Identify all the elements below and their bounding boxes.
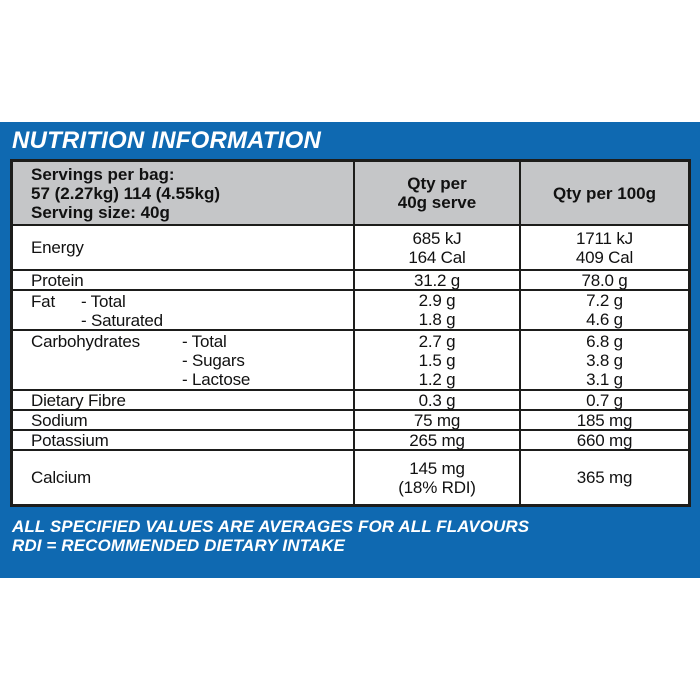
carbohydrate-sub-labels: - Total - Sugars - Lactose xyxy=(182,332,251,389)
table-header-row: Servings per bag: 57 (2.27kg) 114 (4.55k… xyxy=(13,162,688,224)
serving-size-label: Serving size: 40g xyxy=(31,203,170,222)
calcium-qty100: 365 mg xyxy=(519,451,688,504)
sodium-qty100: 185 mg xyxy=(519,411,688,430)
nutrient-label: Carbohydrates - Total - Sugars - Lactose xyxy=(31,332,251,389)
table-row-potassium: Potassium 265 mg 660 mg xyxy=(13,429,688,450)
qty100-header-label: Qty per 100g xyxy=(553,183,656,203)
protein-qty40: 31.2 g xyxy=(353,271,519,290)
fibre-qty40: 0.3 g xyxy=(353,391,519,410)
table-row-fat: Fat - Total - Saturated 2.9 g 1.8 g 7.2 … xyxy=(13,289,688,330)
nutrition-panel: NUTRITION INFORMATION Servings per bag: … xyxy=(0,122,700,578)
table-row-sodium: Sodium 75 mg 185 mg xyxy=(13,409,688,430)
nutrition-table: Servings per bag: 57 (2.27kg) 114 (4.55k… xyxy=(10,159,691,507)
nutrient-label: Energy xyxy=(31,238,84,257)
carbohydrates-qty100: 6.8 g 3.8 g 3.1 g xyxy=(519,331,688,389)
footer-note-averages: ALL SPECIFIED VALUES ARE AVERAGES FOR AL… xyxy=(12,517,530,536)
sodium-qty40: 75 mg xyxy=(353,411,519,430)
col-header-qty-per-100g: Qty per 100g xyxy=(519,162,688,224)
table-row-energy: Energy 685 kJ 164 Cal 1711 kJ 409 Cal xyxy=(13,224,688,269)
carbohydrates-qty40: 2.7 g 1.5 g 1.2 g xyxy=(353,331,519,389)
servings-info: Servings per bag: 57 (2.27kg) 114 (4.55k… xyxy=(13,162,353,224)
potassium-qty40: 265 mg xyxy=(353,431,519,450)
footer-notes: ALL SPECIFIED VALUES ARE AVERAGES FOR AL… xyxy=(12,517,700,555)
qty40-header-line2: 40g serve xyxy=(397,193,477,212)
fat-sub-labels: - Total - Saturated xyxy=(81,292,163,330)
fat-qty100: 7.2 g 4.6 g xyxy=(519,291,688,329)
table-row-dietary-fibre: Dietary Fibre 0.3 g 0.7 g xyxy=(13,389,688,410)
panel-title: NUTRITION INFORMATION xyxy=(12,127,322,154)
servings-per-bag-label: Servings per bag: xyxy=(31,165,175,184)
fibre-qty100: 0.7 g xyxy=(519,391,688,410)
nutrient-label: Calcium xyxy=(31,468,92,487)
fat-qty40: 2.9 g 1.8 g xyxy=(353,291,519,329)
col-header-qty-per-40g: Qty per 40g serve xyxy=(353,162,519,224)
nutrient-label: Potassium xyxy=(31,430,109,450)
energy-qty100: 1711 kJ 409 Cal xyxy=(519,226,688,269)
qty40-header-line1: Qty per xyxy=(407,174,467,193)
table-row-carbohydrates: Carbohydrates - Total - Sugars - Lactose… xyxy=(13,329,688,389)
protein-qty100: 78.0 g xyxy=(519,271,688,290)
table-row-protein: Protein 31.2 g 78.0 g xyxy=(13,269,688,290)
energy-qty40: 685 kJ 164 Cal xyxy=(353,226,519,269)
footer-note-rdi: RDI = RECOMMENDED DIETARY INTAKE xyxy=(12,536,345,555)
nutrient-label: Fat - Total - Saturated xyxy=(31,292,163,330)
nutrient-label: Dietary Fibre xyxy=(31,390,126,410)
nutrient-label: Sodium xyxy=(31,410,88,430)
table-row-calcium: Calcium 145 mg (18% RDI) 365 mg xyxy=(13,449,688,504)
calcium-qty40: 145 mg (18% RDI) xyxy=(353,451,519,504)
servings-per-bag-values: 57 (2.27kg) 114 (4.55kg) xyxy=(31,184,221,203)
potassium-qty100: 660 mg xyxy=(519,431,688,450)
nutrient-label: Protein xyxy=(31,270,84,290)
